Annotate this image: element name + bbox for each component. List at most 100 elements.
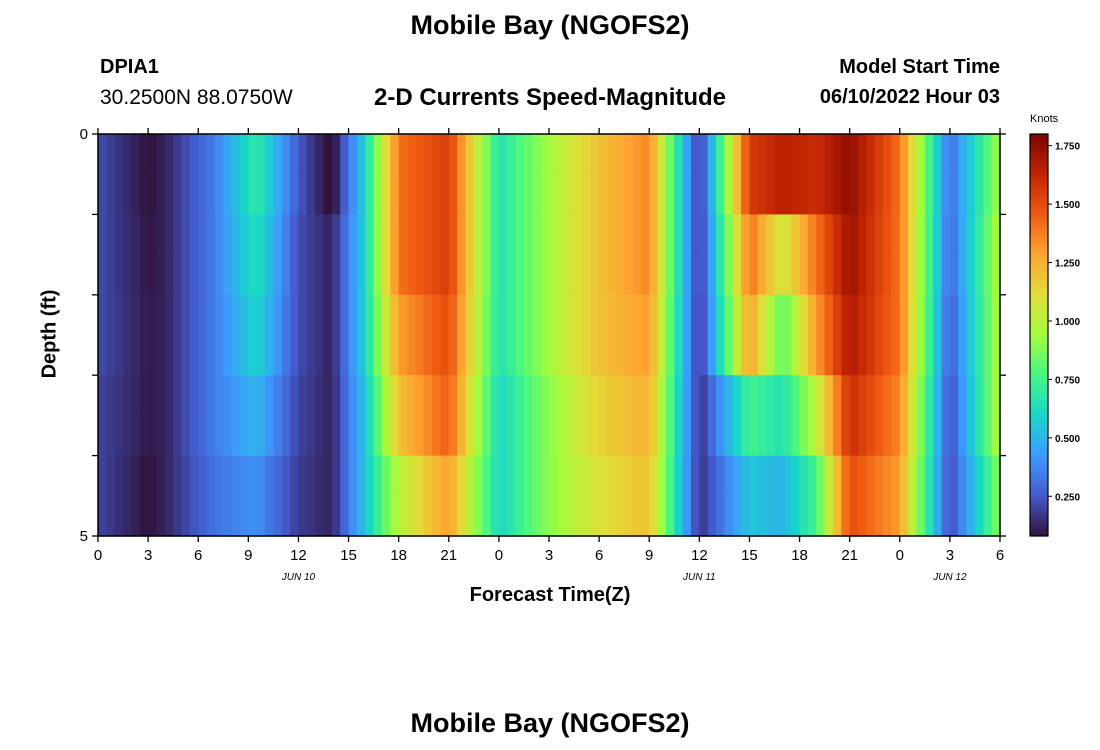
heatmap-cell — [440, 375, 450, 416]
heatmap-cell — [849, 495, 859, 537]
heatmap-cell — [941, 375, 951, 416]
heatmap-cell — [365, 335, 375, 376]
heatmap-cell — [741, 455, 751, 497]
heatmap-cell — [381, 495, 391, 537]
heatmap-cell — [432, 294, 442, 336]
heatmap-cell — [724, 455, 734, 497]
heatmap-cell — [532, 455, 542, 497]
heatmap-cell — [173, 455, 183, 497]
heatmap-cell — [323, 455, 333, 497]
heatmap-cell — [114, 174, 124, 215]
heatmap-cell — [632, 294, 642, 336]
heatmap-cell — [223, 335, 233, 376]
heatmap-cell — [189, 455, 199, 497]
heatmap-cell — [323, 415, 333, 457]
heatmap-cell — [407, 214, 416, 256]
heatmap-cell — [983, 254, 993, 296]
heatmap-cell — [164, 455, 174, 497]
heatmap-cell — [223, 495, 233, 537]
heatmap-cell — [791, 375, 801, 416]
heatmap-cell — [766, 134, 776, 175]
heatmap-cell — [866, 455, 876, 497]
heatmap-cell — [699, 495, 709, 537]
heatmap-cell — [181, 455, 191, 497]
heatmap-cell — [858, 495, 867, 537]
heatmap-cell — [883, 335, 893, 376]
heatmap-cell — [298, 375, 308, 416]
heatmap-cell — [281, 335, 291, 376]
heatmap-cell — [732, 134, 742, 175]
x-axis-label: Forecast Time(Z) — [469, 584, 631, 606]
colorbar-tick-label: 0.500 — [1055, 434, 1080, 445]
heatmap-cell — [473, 335, 483, 376]
heatmap-cell — [874, 495, 884, 537]
heatmap-cell — [574, 415, 584, 457]
heatmap-cell — [924, 335, 934, 376]
heatmap-cell — [523, 134, 533, 175]
heatmap-cell — [348, 214, 358, 256]
heatmap-cell — [315, 134, 325, 175]
heatmap-cell — [340, 335, 350, 376]
heatmap-cell — [415, 455, 425, 497]
heatmap-cell — [899, 415, 909, 457]
heatmap-cell — [941, 455, 951, 497]
heatmap-cell — [415, 375, 425, 416]
heatmap-cell — [315, 415, 325, 457]
heatmap-cell — [373, 335, 383, 376]
heatmap-cell — [699, 455, 709, 497]
heatmap-cell — [490, 375, 500, 416]
heatmap-cell — [749, 214, 759, 256]
heatmap-cell — [933, 134, 943, 175]
heatmap-cell — [239, 375, 249, 416]
heatmap-cell — [690, 294, 700, 336]
heatmap-cell — [256, 254, 266, 296]
heatmap-cell — [866, 134, 876, 175]
heatmap-cell — [807, 134, 817, 175]
heatmap-cell — [148, 495, 158, 537]
heatmap-cell — [331, 415, 341, 457]
heatmap-cell — [624, 174, 634, 215]
heatmap-cell — [365, 214, 375, 256]
heatmap-cell — [766, 415, 776, 457]
heatmap-cell — [707, 254, 717, 296]
heatmap-cell — [782, 294, 792, 336]
heatmap-cell — [590, 174, 600, 215]
x-tick-label: 6 — [194, 547, 202, 564]
heatmap-cell — [916, 134, 926, 175]
heatmap-cell — [281, 214, 291, 256]
x-tick-label: 9 — [645, 547, 653, 564]
heatmap-cell — [607, 254, 617, 296]
heatmap-cell — [874, 375, 884, 416]
heatmap-cell — [507, 134, 517, 175]
heatmap-cell — [682, 375, 692, 416]
heatmap-cell — [273, 254, 283, 296]
heatmap-cell — [248, 375, 258, 416]
heatmap-cell — [198, 375, 208, 416]
heatmap-cell — [732, 294, 742, 336]
date-label: JUN 11 — [682, 572, 716, 583]
heatmap-cell — [574, 214, 584, 256]
heatmap-cell — [949, 294, 959, 336]
heatmap-cell — [799, 415, 809, 457]
heatmap-cell — [682, 214, 692, 256]
heatmap-cell — [256, 415, 266, 457]
heatmap-cell — [490, 335, 500, 376]
heatmap-cell — [532, 415, 542, 457]
heatmap-cell — [181, 214, 191, 256]
heatmap-cell — [724, 415, 734, 457]
heatmap-cell — [323, 174, 333, 215]
heatmap-cell — [381, 335, 391, 376]
heatmap-cell — [791, 294, 801, 336]
heatmap-cell — [649, 134, 659, 175]
heatmap-cell — [348, 174, 358, 215]
heatmap-cell — [273, 415, 283, 457]
heatmap-cell — [574, 174, 584, 215]
heatmap-cell — [832, 134, 842, 175]
heatmap-cell — [949, 335, 959, 376]
heatmap-cell — [214, 294, 224, 336]
heatmap-cell — [507, 335, 517, 376]
heatmap-cell — [214, 174, 224, 215]
heatmap-cell — [507, 254, 517, 296]
heatmap-cell — [131, 455, 141, 497]
